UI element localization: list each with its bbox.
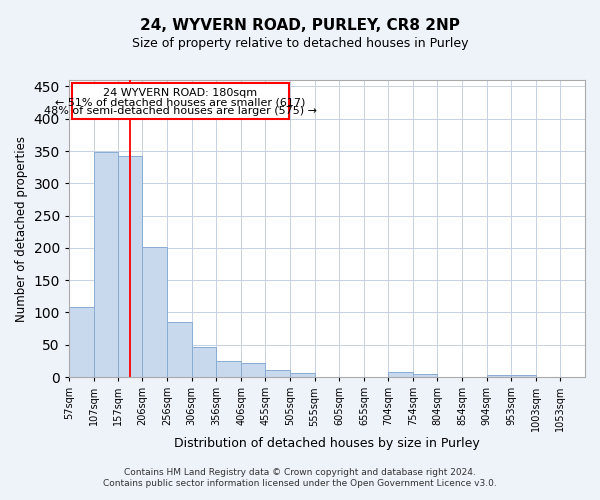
Bar — [94, 152, 118, 377]
FancyBboxPatch shape — [72, 83, 289, 118]
Bar — [142, 246, 167, 377]
Y-axis label: Number of detached properties: Number of detached properties — [15, 136, 28, 322]
Bar — [217, 361, 241, 377]
Text: Contains HM Land Registry data © Crown copyright and database right 2024.
Contai: Contains HM Land Registry data © Crown c… — [103, 468, 497, 487]
Bar — [167, 322, 192, 377]
Bar — [69, 308, 94, 377]
Text: 24 WYVERN ROAD: 180sqm: 24 WYVERN ROAD: 180sqm — [103, 88, 257, 99]
Bar — [413, 374, 437, 377]
Bar — [241, 363, 265, 377]
Bar — [388, 372, 413, 377]
Text: 24, WYVERN ROAD, PURLEY, CR8 2NP: 24, WYVERN ROAD, PURLEY, CR8 2NP — [140, 18, 460, 32]
Bar — [118, 156, 142, 377]
Bar — [511, 375, 536, 377]
Text: Size of property relative to detached houses in Purley: Size of property relative to detached ho… — [132, 38, 468, 51]
Text: 48% of semi-detached houses are larger (575) →: 48% of semi-detached houses are larger (… — [44, 106, 317, 117]
Bar — [265, 370, 290, 377]
Bar — [192, 348, 217, 377]
Bar — [487, 375, 511, 377]
Bar — [290, 372, 314, 377]
X-axis label: Distribution of detached houses by size in Purley: Distribution of detached houses by size … — [174, 437, 480, 450]
Text: ← 51% of detached houses are smaller (617): ← 51% of detached houses are smaller (61… — [55, 98, 305, 108]
